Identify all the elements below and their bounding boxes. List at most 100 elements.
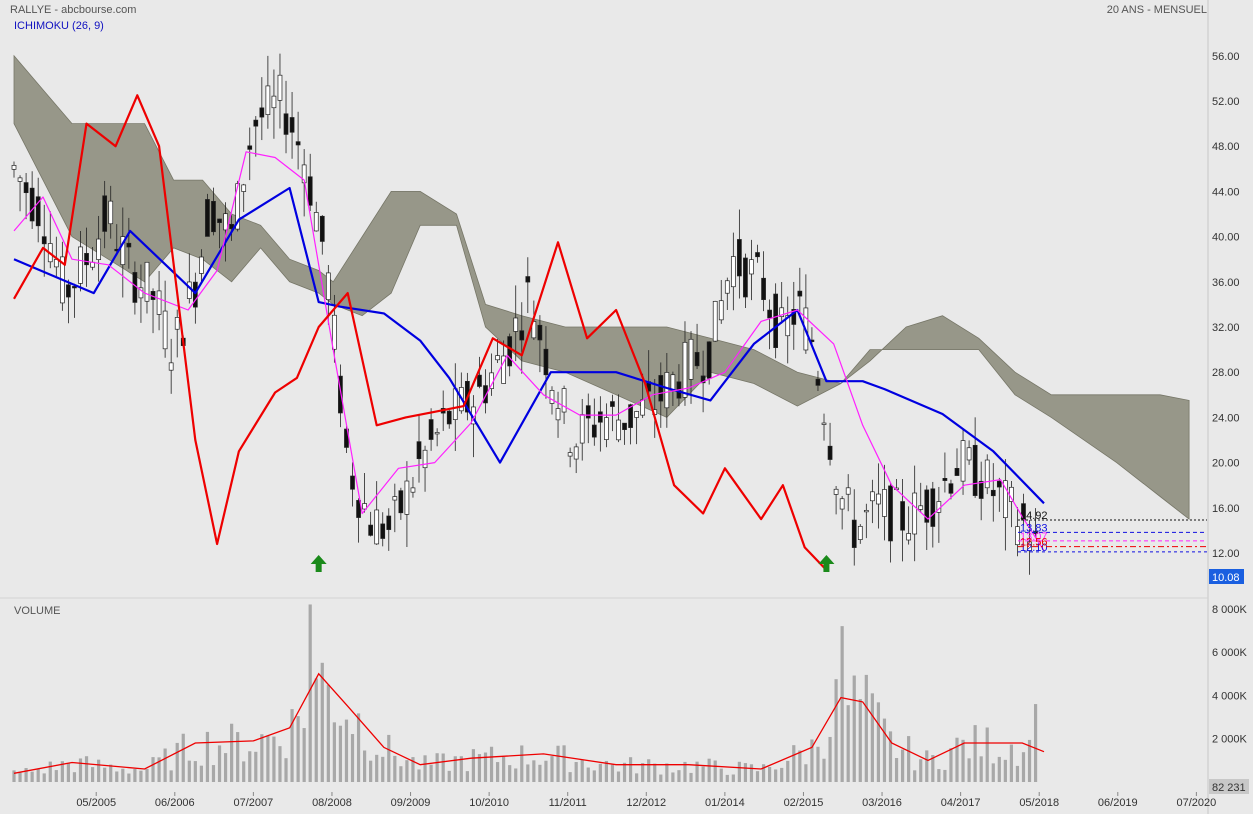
- candle-body: [966, 447, 972, 461]
- candle-body: [743, 257, 748, 298]
- volume-bar: [556, 745, 560, 782]
- volume-bar: [127, 773, 131, 782]
- candle-body: [495, 355, 500, 361]
- volume-bar: [761, 764, 766, 782]
- candle-body: [253, 119, 259, 127]
- volume-bar: [78, 758, 83, 782]
- volume-bar: [870, 693, 874, 782]
- volume-bar: [363, 750, 367, 782]
- volume-bar: [441, 753, 445, 782]
- time-tick-label: 10/2010: [469, 797, 509, 809]
- candle-body: [199, 256, 204, 274]
- volume-bar: [369, 760, 373, 782]
- candle-body: [555, 408, 561, 421]
- volume-tick-label: 2 000K: [1212, 734, 1248, 746]
- volume-bar: [592, 770, 596, 782]
- candle-body: [761, 277, 766, 300]
- volume-bars: [12, 604, 1038, 782]
- candle-body: [186, 281, 192, 299]
- volume-bar: [604, 760, 608, 782]
- candle-body: [66, 284, 71, 298]
- candle-body: [767, 309, 772, 319]
- time-tick-label: 07/2020: [1176, 797, 1216, 809]
- level-label: 13.07: [1020, 531, 1048, 543]
- volume-bar: [181, 733, 185, 782]
- volume-bar: [683, 761, 687, 782]
- candle-body: [211, 200, 216, 233]
- volume-bar: [296, 716, 300, 782]
- volume-bar: [254, 751, 258, 782]
- volume-bar: [653, 763, 657, 782]
- candle-body: [410, 487, 416, 493]
- candle-body: [338, 375, 343, 414]
- volume-bar: [677, 770, 681, 782]
- volume-bar: [387, 734, 391, 782]
- volume-bar: [435, 753, 439, 782]
- volume-bar: [151, 757, 155, 782]
- candle-body: [749, 259, 754, 275]
- candle-body: [924, 489, 930, 523]
- candle-body: [851, 519, 857, 548]
- candle-body: [380, 523, 386, 539]
- volume-bar: [356, 713, 361, 782]
- volume-bar: [453, 756, 457, 782]
- volume-bar: [157, 757, 161, 782]
- candle-body: [954, 468, 960, 476]
- candle-body: [598, 411, 603, 423]
- candle-body: [11, 165, 17, 170]
- level-label: 13.83: [1020, 522, 1048, 534]
- volume-bar: [713, 760, 717, 782]
- volume-bar: [447, 770, 451, 782]
- volume-bar: [278, 746, 282, 782]
- candle-body: [906, 533, 911, 541]
- candle-body: [392, 496, 398, 501]
- volume-bar: [737, 761, 741, 782]
- volume-bar: [979, 756, 983, 782]
- price-tick-label: 52.00: [1212, 96, 1240, 108]
- volume-bar: [230, 723, 234, 782]
- volume-bar: [417, 769, 421, 782]
- volume-bar: [925, 750, 929, 782]
- candle-body: [845, 487, 851, 495]
- volume-bar: [804, 764, 808, 782]
- candle-body: [591, 424, 597, 438]
- volume-bar: [665, 763, 669, 782]
- volume-bar: [900, 749, 905, 782]
- candle-body: [156, 290, 162, 315]
- candle-body: [664, 372, 670, 409]
- volume-bar: [477, 754, 482, 782]
- volume-bar: [628, 757, 633, 782]
- volume-bar: [405, 760, 409, 782]
- volume-bar: [193, 761, 197, 782]
- candle-body: [17, 177, 23, 182]
- candle-body: [724, 280, 730, 294]
- candle-body: [513, 317, 519, 332]
- volume-bar: [502, 756, 506, 782]
- candle-body: [519, 330, 525, 341]
- candle-body: [827, 445, 833, 460]
- candle-body: [694, 352, 700, 367]
- volume-bar: [792, 745, 796, 782]
- volume-bar: [248, 751, 252, 782]
- volume-bar: [18, 772, 22, 782]
- volume-bar: [284, 758, 288, 782]
- candle-body: [640, 399, 646, 416]
- volume-bar: [1009, 744, 1014, 782]
- candle-body: [368, 524, 373, 536]
- candle-body: [374, 509, 380, 545]
- volume-bar: [719, 768, 723, 782]
- volume-bar: [864, 674, 868, 782]
- candle-body: [718, 300, 724, 321]
- volume-average: [13, 672, 1045, 774]
- volume-bar: [834, 679, 838, 782]
- candle-body: [537, 324, 543, 341]
- volume-bar: [798, 750, 802, 782]
- volume-bar: [532, 760, 536, 782]
- volume-bar: [121, 768, 125, 782]
- volume-bar: [133, 769, 137, 782]
- volume-bar: [60, 761, 64, 782]
- last-price-text: 10.08: [1212, 572, 1240, 584]
- chikou-line: [13, 94, 828, 571]
- candle-body: [265, 85, 271, 115]
- volume-bar: [399, 766, 403, 782]
